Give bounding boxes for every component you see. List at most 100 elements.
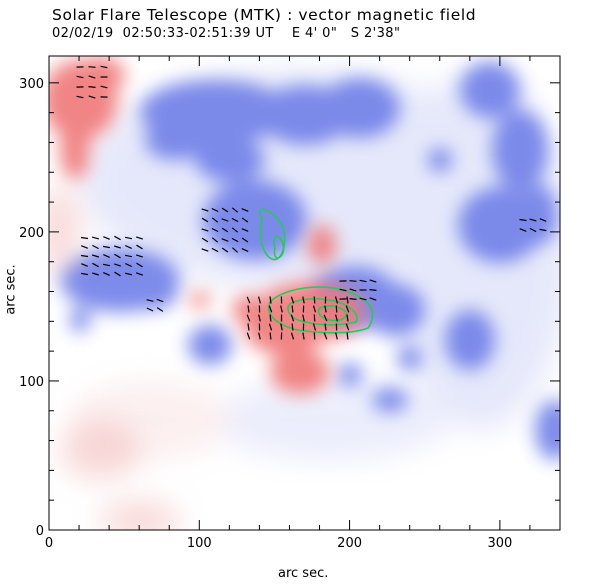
- field-vector: [324, 323, 327, 331]
- field-vector: [103, 272, 110, 276]
- field-vector: [80, 245, 89, 249]
- field-vector: [334, 296, 339, 304]
- plot-title: Solar Flare Telescope (MTK) : vector mag…: [52, 6, 477, 24]
- field-vector: [241, 248, 249, 252]
- field-vector: [103, 254, 110, 258]
- field-vector: [241, 237, 249, 243]
- field-vector: [291, 305, 294, 313]
- field-vector: [114, 253, 121, 259]
- field-vector: [201, 248, 209, 252]
- field-vector: [136, 236, 143, 240]
- field-vector: [80, 236, 89, 240]
- field-vector: [102, 263, 111, 267]
- field-vector: [211, 247, 219, 253]
- field-vector: [91, 236, 100, 240]
- field-vector: [221, 227, 229, 233]
- field-vector: [346, 314, 349, 322]
- field-vector: [92, 272, 99, 276]
- field-vector: [100, 65, 108, 69]
- field-vector: [246, 332, 251, 340]
- x-tick-label: 300: [487, 536, 512, 551]
- field-vector: [125, 245, 132, 249]
- field-vector: [80, 254, 89, 258]
- field-vector: [136, 254, 143, 258]
- field-vector: [88, 66, 96, 68]
- field-vector: [345, 323, 350, 331]
- field-vector: [211, 227, 219, 233]
- field-vector: [339, 288, 347, 292]
- field-vector: [201, 217, 209, 223]
- field-vector: [539, 218, 547, 222]
- field-vector: [539, 228, 547, 232]
- field-vector: [136, 244, 143, 250]
- field-vector: [211, 207, 219, 213]
- field-vector: [102, 245, 111, 249]
- field-vector: [312, 305, 317, 313]
- field-vector: [268, 305, 273, 313]
- field-vector: [221, 238, 229, 242]
- field-vector: [369, 289, 377, 291]
- field-vector: [258, 332, 261, 340]
- field-vector: [335, 314, 338, 322]
- field-vector: [201, 228, 209, 232]
- field-vector: [135, 272, 144, 276]
- field-vector: [349, 298, 357, 300]
- field-vector: [269, 314, 272, 322]
- field-vector: [124, 272, 133, 276]
- field-vector: [290, 332, 295, 340]
- field-vector: [280, 323, 283, 331]
- field-vector: [247, 323, 250, 331]
- field-vector: [231, 207, 239, 213]
- field-vector: [211, 237, 219, 243]
- field-vector: [269, 296, 272, 304]
- field-vector: [231, 217, 239, 223]
- magnetogram-image: [49, 56, 560, 530]
- field-vector: [88, 95, 96, 99]
- field-vector: [211, 217, 219, 223]
- weak-positive-haze: [49, 185, 180, 530]
- field-vector: [258, 296, 261, 304]
- field-vector: [114, 235, 121, 241]
- field-vector: [221, 247, 229, 253]
- field-vector: [349, 288, 357, 292]
- field-vector: [335, 332, 338, 340]
- field-vector: [529, 227, 537, 233]
- field-vector: [323, 314, 328, 322]
- field-vector: [246, 314, 251, 322]
- field-vector: [269, 332, 272, 340]
- field-vector: [88, 75, 96, 79]
- field-vector: [124, 236, 133, 240]
- x-axis-label: arc sec.: [278, 566, 329, 581]
- field-vector: [88, 86, 96, 88]
- field-vector: [313, 296, 316, 304]
- field-vector: [146, 307, 154, 312]
- axis-tick-labels: 0 100 200 300 0 100 200 300: [19, 77, 512, 551]
- field-vector: [246, 296, 251, 304]
- field-vector: [369, 297, 377, 301]
- field-vector: [124, 254, 133, 258]
- field-vector: [76, 75, 84, 79]
- field-vector: [312, 323, 317, 331]
- field-vector: [221, 207, 229, 213]
- field-vector: [241, 228, 249, 232]
- field-vector: [291, 323, 294, 331]
- field-vector: [241, 217, 249, 223]
- field-vector: [114, 263, 121, 267]
- field-vector: [146, 299, 154, 302]
- field-vector: [92, 244, 99, 250]
- field-vector: [302, 332, 305, 340]
- field-vector: [345, 305, 350, 313]
- y-tick-label: 300: [19, 77, 44, 92]
- field-vector: [232, 247, 238, 253]
- field-vector: [92, 262, 99, 268]
- field-vector: [258, 314, 261, 322]
- transverse-field-vectors: [76, 65, 547, 340]
- field-vector: [91, 254, 100, 258]
- field-vector: [268, 323, 273, 331]
- field-vector: [369, 279, 377, 283]
- field-vector: [100, 85, 108, 89]
- field-vector: [302, 296, 305, 304]
- field-vector: [346, 332, 349, 340]
- y-tick-label: 100: [19, 375, 44, 390]
- field-vector: [529, 218, 537, 222]
